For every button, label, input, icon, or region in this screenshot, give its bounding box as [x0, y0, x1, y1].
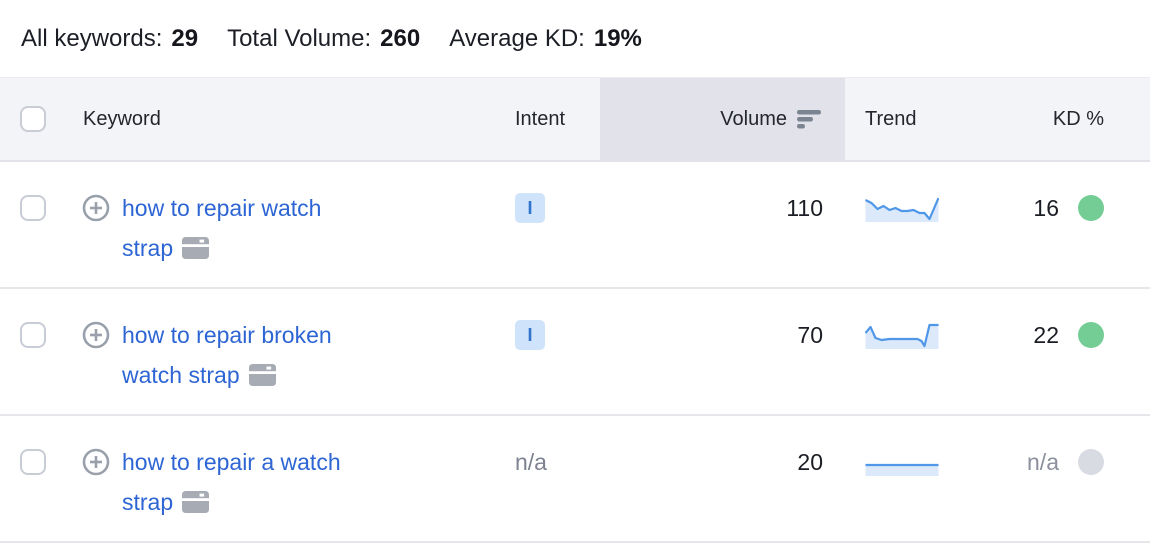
trend-cell: [845, 289, 960, 414]
keyword-text: how to repair broken watch strap: [122, 322, 332, 388]
trend-cell: [845, 162, 960, 287]
intent-badge[interactable]: I: [515, 320, 545, 350]
intent-badge[interactable]: I: [515, 193, 545, 223]
column-header-label: Trend: [865, 107, 917, 130]
add-keyword-icon[interactable]: [82, 321, 110, 349]
keyword-text: how to repair watch strap: [122, 195, 322, 261]
row-checkbox[interactable]: [20, 449, 46, 475]
column-header-label: Volume: [720, 107, 787, 130]
column-header-label: KD %: [1052, 107, 1104, 130]
column-header-kd[interactable]: KD %: [960, 78, 1150, 160]
column-header-label: Keyword: [83, 107, 161, 130]
intent-na-text: n/a: [515, 449, 547, 475]
kd-difficulty-dot: [1078, 195, 1104, 221]
stat-label: Total Volume:: [227, 24, 372, 52]
add-keyword-icon[interactable]: [82, 194, 110, 222]
keyword-table-body: how to repair watch strap I 110 16: [0, 162, 1150, 543]
stat-label: All keywords:: [21, 24, 163, 52]
kd-value: n/a: [1027, 449, 1059, 475]
table-row: how to repair watch strap I 110 16: [0, 162, 1150, 289]
column-header-volume[interactable]: Volume: [600, 78, 845, 160]
add-keyword-icon[interactable]: [82, 448, 110, 476]
volume-value: 20: [797, 449, 823, 475]
stat-average-kd: Average KD: 19%: [449, 25, 642, 53]
stat-value: 260: [380, 24, 421, 52]
table-row: how to repair broken watch strap I 70 22: [0, 289, 1150, 416]
row-checkbox[interactable]: [20, 322, 46, 348]
column-header-intent[interactable]: Intent: [505, 78, 600, 160]
sort-descending-icon: [797, 110, 821, 129]
kd-difficulty-dot: [1078, 322, 1104, 348]
trend-sparkline: [865, 323, 939, 349]
trend-sparkline: [865, 197, 939, 222]
column-header-keyword[interactable]: Keyword: [70, 78, 505, 160]
keyword-text: how to repair a watch strap: [122, 449, 341, 515]
stat-all-keywords: All keywords: 29: [21, 25, 198, 53]
serp-features-icon: [182, 237, 210, 259]
select-all-checkbox[interactable]: [20, 106, 46, 132]
stats-bar: All keywords: 29 Total Volume: 260 Avera…: [0, 0, 1150, 78]
keyword-link[interactable]: how to repair broken watch strap: [122, 315, 362, 395]
serp-features-icon: [182, 491, 210, 513]
volume-value: 70: [797, 322, 823, 348]
stat-total-volume: Total Volume: 260: [227, 25, 420, 53]
keyword-link[interactable]: how to repair a watch strap: [122, 442, 362, 522]
serp-features-icon: [248, 364, 276, 386]
column-header-trend[interactable]: Trend: [845, 78, 960, 160]
stat-value: 29: [171, 24, 199, 52]
table-row: how to repair a watch strap n/a 20 n/a: [0, 416, 1150, 543]
column-header-label: Intent: [515, 107, 566, 130]
keyword-link[interactable]: how to repair watch strap: [122, 188, 362, 268]
table-header: Keyword Intent Volume Trend KD %: [0, 78, 1150, 162]
trend-sparkline: [865, 463, 939, 476]
volume-value: 110: [786, 195, 823, 221]
trend-cell: [845, 416, 960, 541]
stat-label: Average KD:: [449, 24, 585, 52]
kd-value: 16: [1033, 195, 1059, 221]
kd-value: 22: [1033, 322, 1059, 348]
row-checkbox[interactable]: [20, 195, 46, 221]
kd-difficulty-dot: [1078, 449, 1104, 475]
stat-value: 19%: [593, 24, 642, 52]
